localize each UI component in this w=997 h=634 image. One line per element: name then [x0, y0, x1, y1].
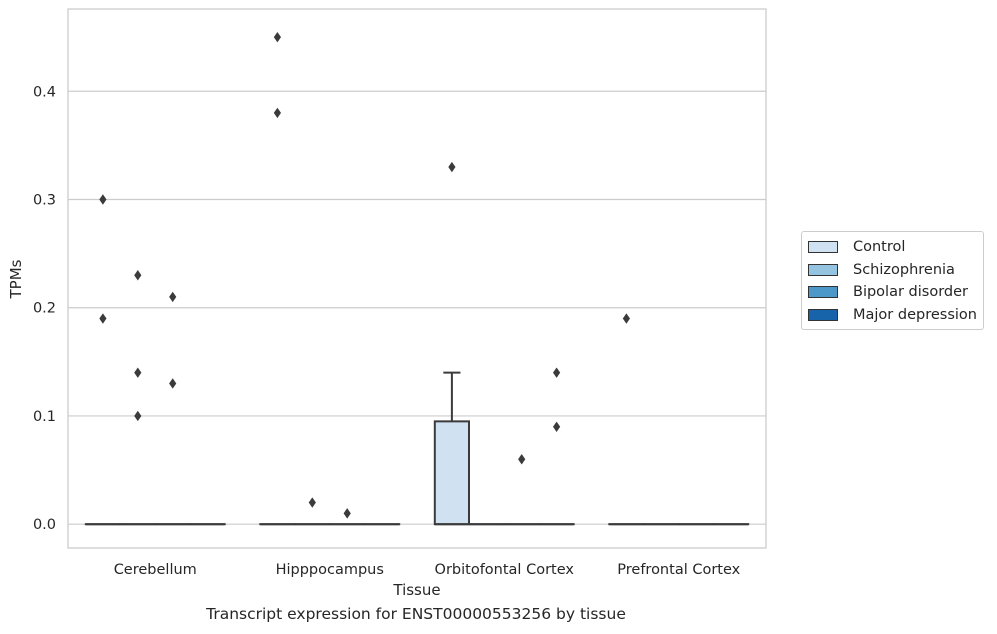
box-cerebellum-control-outlier-1	[99, 194, 107, 205]
y-tick-label-4: 0.4	[33, 84, 56, 100]
box-cerebellum-schizophrenia-outlier-1	[134, 367, 142, 378]
x-axis-label: Tissue	[392, 581, 440, 599]
outlier-points	[99, 31, 630, 519]
box-cerebellum-control-outlier-0	[99, 313, 107, 324]
legend-item-control: Control	[808, 236, 977, 259]
legend-label-schizophrenia: Schizophrenia	[853, 261, 955, 278]
box-orbitofontal-cortex-control-iqr	[433, 420, 471, 526]
y-tick-labels: 0.0 0.1 0.2 0.3 0.4	[33, 84, 56, 533]
legend: Control Schizophrenia Bipolar disorder M…	[801, 231, 984, 330]
legend-swatch-control	[808, 241, 838, 254]
y-tick-label-2: 0.2	[33, 301, 56, 317]
box-orbitofontal-cortex-control-outlier-0	[448, 161, 456, 173]
box-orbitofontal-cortex-major-depression-outlier-0	[553, 421, 561, 432]
plot-frame	[67, 8, 767, 549]
legend-item-bipolar-disorder: Bipolar disorder	[808, 281, 977, 304]
legend-item-major-depression: Major depression	[808, 304, 977, 327]
box-cerebellum-bipolar-disorder-outlier-0	[169, 378, 177, 389]
legend-item-schizophrenia: Schizophrenia	[808, 259, 977, 282]
y-axis-label: TPMs	[7, 259, 25, 299]
y-tick-label-1: 0.1	[33, 409, 56, 425]
legend-label-bipolar-disorder: Bipolar disorder	[853, 284, 968, 301]
box-cerebellum-schizophrenia-outlier-0	[134, 410, 142, 422]
legend-swatch-major-depression	[808, 308, 838, 321]
legend-swatch-bipolar-disorder	[808, 286, 838, 299]
x-tick-label-cerebellum: Cerebellum	[114, 562, 197, 578]
y-tick-label-3: 0.3	[33, 192, 56, 208]
plot-background	[68, 9, 766, 548]
legend-label-control: Control	[853, 239, 906, 256]
legend-swatch-schizophrenia	[808, 263, 838, 276]
y-tick-label-0: 0.0	[33, 517, 56, 533]
x-tick-label-prefrontal-cortex: Prefrontal Cortex	[617, 562, 740, 578]
x-tick-label-hipppocampus: Hipppocampus	[276, 562, 384, 578]
box-prefrontal-cortex-control-outlier-0	[622, 313, 630, 324]
box-hipppocampus-schizophrenia-outlier-0	[308, 497, 316, 508]
box-orbitofontal-cortex-bipolar-disorder-outlier-0	[518, 454, 526, 465]
box-cerebellum-bipolar-disorder-outlier-1	[169, 291, 177, 303]
chart-caption: Transcript expression for ENST0000055325…	[206, 605, 626, 623]
box-orbitofontal-cortex-control	[433, 371, 471, 526]
box-orbitofontal-cortex-major-depression-outlier-1	[553, 367, 561, 378]
box-hipppocampus-control-outlier-0	[273, 107, 281, 119]
box-hipppocampus-bipolar-disorder-outlier-0	[343, 508, 351, 519]
legend-label-major-depression: Major depression	[853, 306, 977, 323]
x-tick-labels: Cerebellum Hipppocampus Orbitofontal Corte…	[114, 562, 741, 578]
box-cerebellum-schizophrenia-outlier-2	[134, 270, 142, 281]
box-hipppocampus-control-outlier-1	[273, 31, 281, 43]
x-tick-label-orbitofontal-cortex: Orbitofontal Cortex	[435, 562, 575, 578]
boxes	[84, 371, 750, 526]
